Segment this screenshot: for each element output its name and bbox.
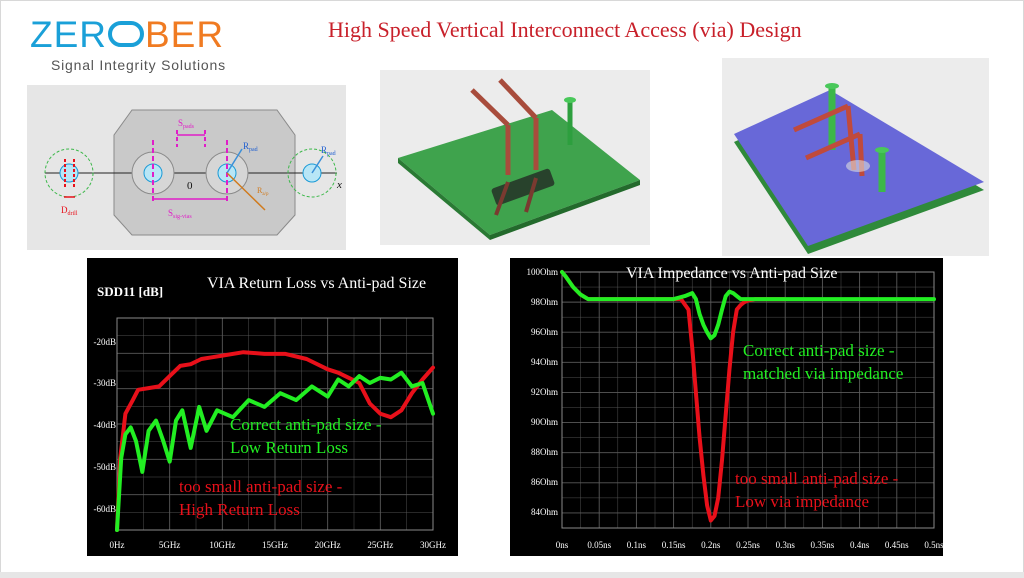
- r-ap-arrow: [226, 172, 266, 211]
- z-x-tick-label: 0.45ns: [885, 540, 909, 550]
- impedance-chart: 0ns 0.05ns 0.1ns 0.15ns 0.2ns 0.25ns 0.3ns 0.35…: [510, 258, 943, 556]
- via-3d-model-a: [380, 70, 650, 245]
- rl-series-red-line: [115, 350, 435, 532]
- logo-subtitle: Signal Integrity Solutions: [51, 57, 226, 73]
- z-y-tick-label: 96Ohm: [531, 327, 558, 337]
- s-pads-label: Spads: [178, 118, 195, 130]
- z-x-tick-label: 0.25ns: [736, 540, 760, 550]
- z-y-tick-label: 94Ohm: [531, 357, 558, 367]
- trace-1: [470, 88, 510, 127]
- z-y-tick-label: 84Ohm: [531, 507, 558, 517]
- z-annotation-green: matched via impedance: [743, 364, 903, 383]
- return-loss-chart: 0Hz 5GHz 10GHz 15GHz 20GHz 25GHz 30GHz -20dB -30…: [87, 258, 458, 556]
- rl-x-tick-label: 15GHz: [262, 540, 288, 550]
- logo-ring-icon: [108, 21, 144, 48]
- rl-y-tick-label: -30dB: [94, 378, 117, 388]
- z-y-tick-label: 92Ohm: [531, 387, 558, 397]
- r-pad2-label: Rpad: [321, 145, 336, 157]
- z-svg: 0ns 0.05ns 0.1ns 0.15ns 0.2ns 0.25ns 0.3ns 0.35…: [527, 265, 944, 550]
- rl-annotation-green: Correct anti-pad size -: [230, 415, 382, 434]
- ground-via-left-pad: [59, 163, 79, 183]
- via-3d-model-b: [722, 58, 989, 256]
- rl-x-tick-label: 30GHz: [420, 540, 446, 550]
- rl-x-tick-label: 10GHz: [209, 540, 235, 550]
- trace-2: [498, 78, 538, 120]
- rl-svg: 0Hz 5GHz 10GHz 15GHz 20GHz 25GHz 30GHz -20dB -30…: [94, 275, 447, 550]
- z-x-tick-label: 0.35ns: [811, 540, 835, 550]
- z-y-tick-label: 90Ohm: [531, 417, 558, 427]
- rl-chart-title: VIA Return Loss vs Anti-pad Size: [207, 275, 426, 292]
- z-x-tick-label: 0.15ns: [662, 540, 686, 550]
- d-drill-label: Ddrill: [61, 205, 78, 217]
- rl-plot-border: [116, 317, 434, 531]
- z-annotation-red: too small anti-pad size -: [735, 469, 899, 488]
- z-y-tick-label: 98Ohm: [531, 297, 558, 307]
- board-top: [398, 110, 640, 235]
- z-x-tick-label: 0.5ns: [924, 540, 943, 550]
- rl-x-tick-label: 0Hz: [110, 540, 125, 550]
- z-x-tick-label: 0.2ns: [701, 540, 721, 550]
- z-y-tick-label: 100Ohm: [527, 267, 559, 277]
- r-pad2-arrow: [311, 155, 324, 174]
- ground-via-right: [287, 148, 337, 198]
- ground-via-cap: [564, 97, 576, 103]
- rl-x-tick-label: 20GHz: [315, 540, 341, 550]
- rl-y-tick-label: -60dB: [94, 504, 117, 514]
- z-x-tick-label: 0.3ns: [776, 540, 796, 550]
- z-plot-border: [561, 271, 935, 529]
- z-y-tick-label: 86Ohm: [531, 477, 558, 487]
- rl-series-green-line: [115, 370, 435, 532]
- bottom-bar: [0, 572, 1024, 578]
- ground-via-1-cap: [825, 83, 839, 89]
- z-chart-title: VIA Impedance vs Anti-pad Size: [626, 265, 838, 282]
- antipad-cutout: [491, 168, 555, 206]
- r-pad-label: Rpad: [243, 141, 258, 153]
- via-3d-model-a-svg: [398, 78, 640, 240]
- zerober-logo: ZER BER Signal Integrity Solutions: [30, 14, 260, 80]
- z-x-tick-label: 0.05ns: [587, 540, 611, 550]
- z-y-tick-label: 88Ohm: [531, 447, 558, 457]
- z-annotation-red: Low via impedance: [735, 492, 869, 511]
- z-annotation-green: Correct anti-pad size -: [743, 341, 895, 360]
- trace-bottom-1: [494, 181, 510, 216]
- rl-x-tick-label: 25GHz: [367, 540, 393, 550]
- z-series-green-line: [560, 270, 936, 341]
- via-3d-model-b-svg: [734, 83, 984, 254]
- ground-via-2-cap: [875, 147, 889, 153]
- rl-x-tick-label: 5GHz: [159, 540, 181, 550]
- board-edge-side: [490, 180, 640, 240]
- rl-annotation-green: Low Return Loss: [230, 438, 348, 457]
- z-x-tick-label: 0ns: [556, 540, 569, 550]
- z-x-tick-label: 0.4ns: [850, 540, 870, 550]
- r-pad-arrow: [226, 148, 243, 174]
- page-title: High Speed Vertical Interconnect Access …: [328, 17, 802, 42]
- s-sig-label: Ssig-vias: [168, 208, 192, 220]
- trace-1: [792, 103, 850, 133]
- rl-annotation-red: High Return Loss: [179, 500, 300, 519]
- antipad-cutout: [846, 160, 870, 172]
- rl-y-tick-label: -40dB: [94, 420, 117, 430]
- rl-y-axis-label: SDD11 [dB]: [97, 284, 163, 299]
- z-x-tick-label: 0.1ns: [627, 540, 647, 550]
- rl-y-tick-label: -50dB: [94, 462, 117, 472]
- origin-label: 0: [187, 180, 193, 192]
- x-axis-label: x: [336, 179, 342, 191]
- logo-wordmark: ZER BER: [30, 14, 224, 56]
- trace-bottom-2: [524, 177, 538, 213]
- logo-word-right: BER: [145, 14, 225, 55]
- via-barrel-1: [845, 105, 857, 171]
- board-edge-front: [398, 158, 490, 240]
- rl-annotation-red: too small anti-pad size -: [179, 477, 343, 496]
- rl-y-tick-label: -20dB: [94, 337, 117, 347]
- logo-word-left: ZER: [30, 14, 107, 55]
- via-geometry-diagram: Spads Rpad Rpad Ra/p Ddrill Ssig-vias 0 …: [27, 85, 346, 250]
- r-ap-label: Ra/p: [257, 186, 269, 197]
- via-geometry-svg: Spads Rpad Rpad Ra/p Ddrill Ssig-vias 0 …: [44, 109, 342, 236]
